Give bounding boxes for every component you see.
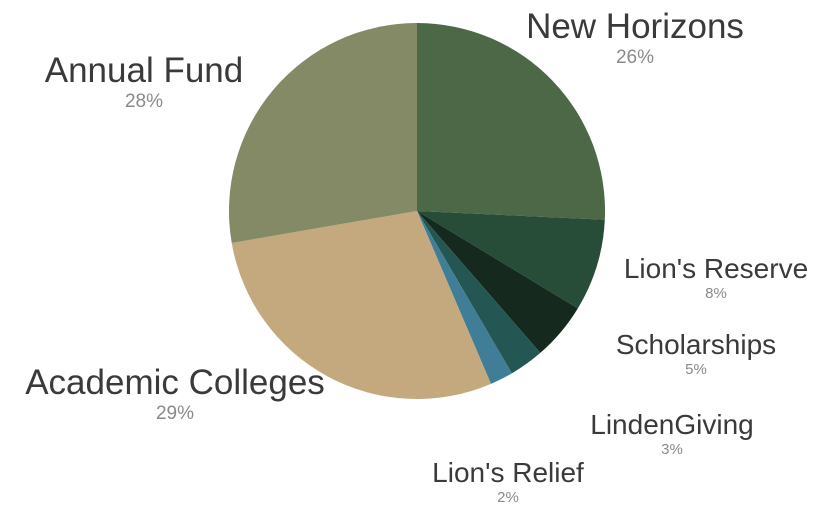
label-percent: 8% (705, 284, 727, 302)
pie-slice-scholarships (417, 211, 578, 353)
pie-slice-lion-s-relief (417, 211, 512, 384)
label-percent: 3% (661, 440, 683, 458)
label-percent: 26% (615, 46, 655, 68)
label-percent: 2% (497, 488, 519, 506)
label-scholarships: Scholarships 5% (598, 329, 794, 379)
label-lions-reserve: Lion's Reserve 8% (612, 253, 820, 303)
label-lindengiving: LindenGiving 3% (572, 409, 772, 459)
pie-slice-new-horizons (417, 23, 606, 220)
label-name: Academic Colleges (25, 363, 325, 402)
label-name: Lion's Reserve (623, 253, 809, 284)
label-percent: 5% (685, 360, 707, 378)
label-percent: 28% (124, 90, 164, 112)
label-name: Scholarships (615, 329, 777, 360)
label-lions-relief: Lion's Relief 2% (410, 457, 606, 507)
label-annual-fund: Annual Fund 28% (30, 51, 258, 113)
label-name: New Horizons (526, 7, 744, 46)
pie-slice-lindengiving (417, 211, 541, 374)
label-name: LindenGiving (590, 409, 754, 440)
label-name: Annual Fund (44, 51, 244, 90)
label-academic-colleges: Academic Colleges 29% (10, 363, 340, 425)
pie-slice-lion-s-reserve (417, 211, 605, 309)
label-percent: 29% (155, 402, 195, 424)
label-name: Lion's Relief (432, 457, 584, 488)
pie-slice-annual-fund (228, 22, 417, 244)
pie-slice-academic-colleges (231, 211, 491, 400)
label-new-horizons: New Horizons 26% (520, 7, 750, 69)
